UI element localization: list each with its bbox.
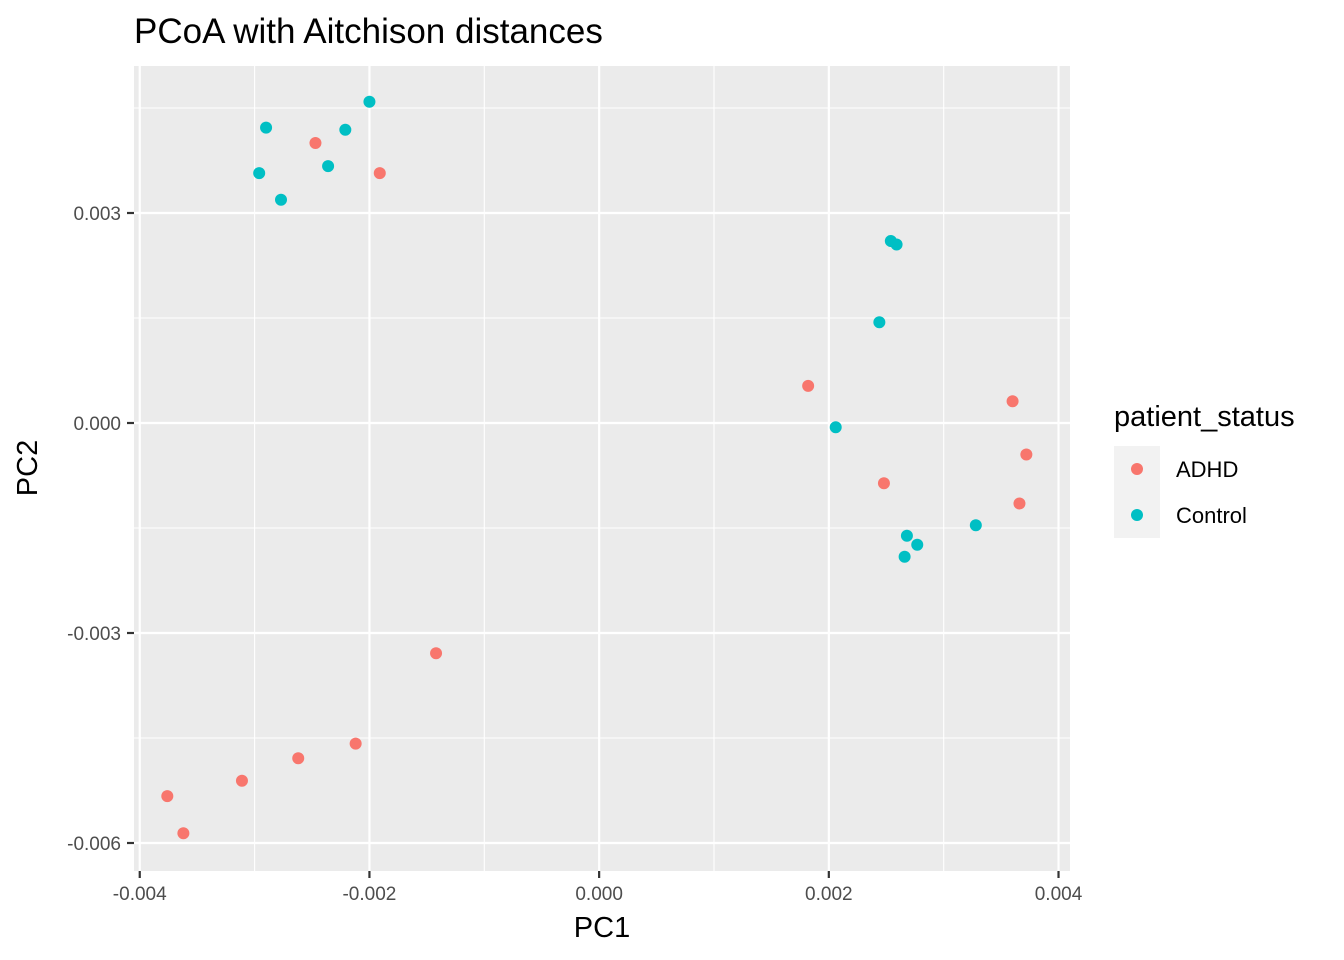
point-adhd [430, 647, 443, 660]
point-control [898, 550, 911, 563]
point-control [260, 121, 273, 134]
point-control [911, 538, 924, 551]
point-adhd [1013, 497, 1026, 510]
point-control [253, 167, 266, 180]
x-tick-label: 0.000 [575, 884, 623, 905]
x-tick-label: -0.002 [342, 884, 396, 905]
x-axis: -0.004 -0.002 0.000 0.002 0.004 [113, 871, 1083, 905]
x-tick-label: 0.004 [1035, 884, 1083, 905]
y-tick-label: -0.003 [67, 624, 121, 645]
chart-title: PCoA with Aitchison distances [134, 12, 603, 51]
x-tick-label: 0.002 [805, 884, 853, 905]
point-control [890, 238, 903, 251]
point-control [829, 421, 842, 434]
point-adhd [292, 752, 305, 765]
point-control [339, 123, 352, 136]
legend: patient_status ADHD Control [1114, 401, 1295, 538]
point-adhd [177, 827, 190, 840]
y-tick-label: -0.006 [67, 834, 121, 855]
x-axis-title: PC1 [574, 912, 630, 944]
legend-key-control [1131, 509, 1143, 521]
x-tick-label: -0.004 [113, 884, 167, 905]
point-control [873, 316, 886, 329]
plot-panel [134, 66, 1070, 871]
y-tick-label: 0.003 [73, 204, 121, 225]
point-control [900, 529, 913, 542]
legend-key-adhd [1131, 463, 1143, 475]
point-adhd [877, 477, 890, 490]
point-adhd [802, 379, 815, 392]
minor-gridlines [134, 66, 1070, 871]
point-adhd [1020, 448, 1033, 461]
point-control [322, 160, 335, 173]
point-adhd [373, 167, 386, 180]
point-adhd [309, 137, 322, 149]
point-adhd [235, 774, 248, 787]
legend-key-bg [1114, 446, 1160, 538]
point-control [275, 193, 288, 206]
point-control [363, 95, 376, 108]
y-tick-label: 0.000 [73, 414, 121, 435]
legend-label-adhd: ADHD [1176, 457, 1238, 482]
point-adhd [1006, 395, 1019, 408]
major-gridlines [134, 66, 1070, 871]
legend-label-control: Control [1176, 503, 1247, 528]
legend-title: patient_status [1114, 401, 1295, 433]
point-adhd [161, 790, 174, 803]
y-axis-title: PC2 [12, 440, 44, 496]
point-control [969, 519, 982, 532]
y-axis: -0.006 -0.003 0.000 0.003 [67, 204, 134, 855]
point-adhd [349, 737, 362, 750]
data-points [161, 95, 1033, 840]
